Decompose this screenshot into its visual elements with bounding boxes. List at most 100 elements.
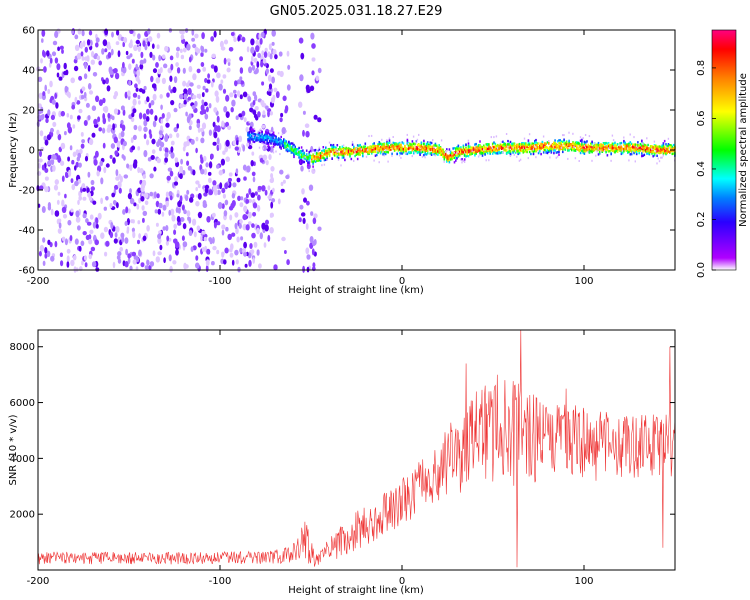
ridge-cell [381,148,383,151]
ridge-halo-cell [651,148,653,150]
noise-speckle [143,192,149,199]
ridge-halo-cell [635,145,638,148]
ridge-cell [544,145,546,148]
ridge-cell [283,140,285,143]
ridge-cell [442,150,444,153]
ridge-cell [386,142,388,145]
ridge-cell [341,156,344,159]
noise-speckle [169,195,173,201]
ridge-cell [550,147,553,150]
ridge-cell [299,150,302,153]
ridge-cell [452,152,454,155]
ridge-cell [491,148,494,152]
noise-speckle [199,154,203,160]
ridge-halo-cell [490,136,492,139]
ridge-cell [484,147,486,151]
ridge-cell [614,141,616,144]
ridge-cell [548,147,550,150]
noise-speckle [97,116,101,123]
noise-speckle [158,130,163,136]
ridge-cell [649,150,652,153]
noise-speckle [87,171,91,178]
ridge-cell [661,144,663,147]
ridge-cell [544,143,546,146]
noise-speckle [60,260,64,267]
noise-speckle [161,113,165,119]
ridge-cell [662,143,665,146]
ridge-cell [452,155,454,158]
noise-speckle [46,134,51,141]
ridge-cell [430,148,433,151]
noise-speckle [52,165,56,172]
ridge-cell [498,147,500,150]
ridge-cell [480,149,482,152]
noise-speckle [211,261,215,266]
noise-speckle [200,52,204,57]
noise-speckle [306,254,311,260]
noise-speckle [116,140,121,148]
noise-speckle [166,235,170,242]
ridge-cell [383,151,386,154]
noise-speckle [230,32,235,36]
ridge-cell [472,147,475,150]
noise-speckle [64,131,67,136]
ridge-cell [429,152,432,155]
ridge-cell [630,152,633,156]
noise-speckle [175,207,179,214]
ridge-halo-cell [262,147,264,150]
ridge-cell [522,151,525,154]
noise-speckle [57,228,62,234]
ridge-cell [486,147,489,150]
ridge-cell [642,148,644,151]
noise-speckle [301,188,305,195]
noise-speckle [77,28,82,35]
noise-speckle [71,159,75,165]
noise-speckle [239,219,243,225]
ridge-cell [448,148,451,151]
noise-speckle [309,236,314,243]
ridge-cell [562,150,564,154]
ridge-cell [567,143,569,146]
ridge-cell [368,148,370,151]
ridge-cell [332,152,335,155]
ridge-cell [491,145,494,148]
noise-speckle [243,176,247,181]
ridge-cell [449,154,452,157]
ridge-cell [363,148,365,151]
ridge-halo-cell [527,157,529,160]
ridge-cell [558,146,560,150]
ridge-cell [612,142,615,146]
noise-speckle [186,43,191,51]
ridge-halo-cell [418,133,420,136]
noise-speckle [79,41,83,50]
noise-speckle [223,210,228,217]
noise-speckle [82,196,87,201]
noise-speckle [162,226,166,231]
noise-speckle [305,247,310,255]
ridge-cell [660,149,662,153]
ridge-cell [600,144,602,147]
noise-speckle [235,259,239,265]
ridge-cell [466,154,468,157]
noise-speckle [145,116,150,122]
ridge-cell [440,153,443,156]
ridge-halo-cell [471,150,473,153]
ridge-cell [376,153,378,157]
noise-speckle [271,29,277,37]
noise-speckle [302,110,306,115]
noise-speckle [235,168,239,175]
ridge-cell [667,144,670,147]
noise-speckle [117,181,122,189]
ridge-cell [463,158,466,161]
ridge-cell [646,152,648,155]
ridge-cell [430,145,433,148]
noise-speckle [39,244,45,252]
ridge-halo-cell [368,135,370,138]
ridge-cell [265,137,267,140]
ridge-cell [666,151,668,155]
ridge-cell [402,142,405,145]
noise-speckle [187,165,192,171]
noise-speckle [234,80,238,87]
noise-speckle [91,132,96,138]
spectrogram-x-label: Height of straight line (km) [288,285,424,296]
